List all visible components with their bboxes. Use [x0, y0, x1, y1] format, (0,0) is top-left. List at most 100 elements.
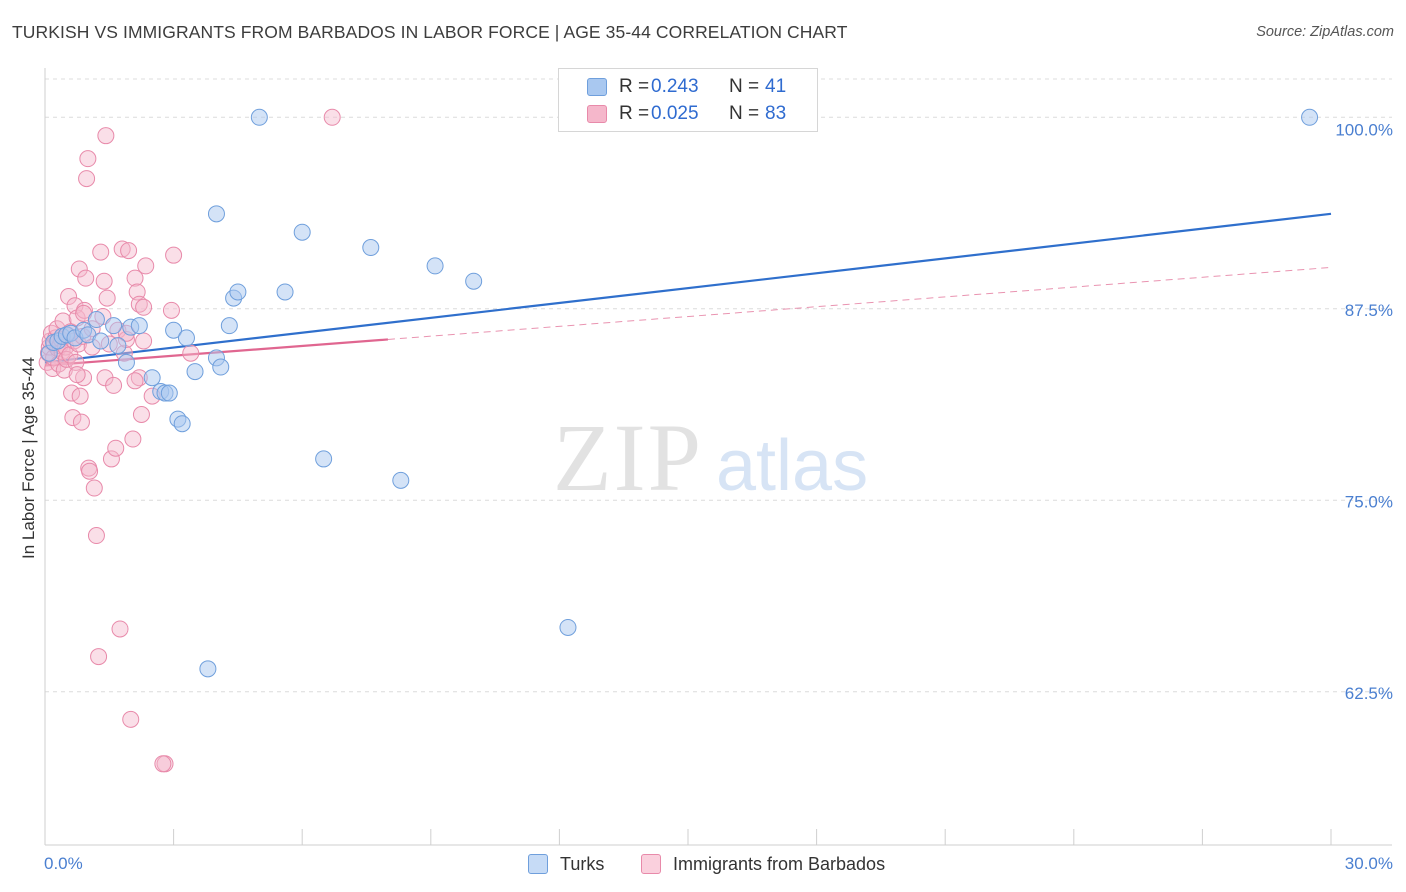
barbados-point: [132, 406, 150, 424]
axes: [44, 68, 1392, 846]
barbados-point: [165, 246, 183, 264]
barbados-legend-label: Immigrants from Barbados: [673, 853, 886, 874]
barbados-point: [97, 127, 115, 145]
barbados-point: [71, 387, 89, 405]
barbados-point: [60, 288, 78, 306]
turks-legend-label: Turks: [560, 853, 605, 874]
turks-point: [199, 660, 217, 678]
barbados-point: [67, 353, 85, 371]
y-tick-label: 87.5%: [1345, 301, 1393, 320]
legend-item-barbados[interactable]: Immigrants from Barbados: [641, 852, 885, 876]
turks-point: [426, 257, 444, 275]
y-tick-label: 100.0%: [1335, 120, 1393, 139]
barbados-point: [135, 298, 153, 316]
chart-title: TURKISH VS IMMIGRANTS FROM BARBADOS IN L…: [12, 22, 848, 42]
turks-point: [87, 311, 105, 329]
turks-point: [177, 329, 195, 347]
turks-point: [117, 353, 135, 371]
barbados-point: [162, 301, 180, 319]
turks-point: [229, 283, 247, 301]
barbados-point: [79, 150, 97, 168]
barbados-point: [105, 376, 123, 394]
barbados-point: [126, 372, 144, 390]
barbados-point: [113, 240, 131, 258]
barbados-point: [126, 269, 144, 287]
turks-points: [40, 108, 1319, 678]
turks-point: [92, 332, 110, 350]
n-label: N =: [729, 76, 760, 97]
turks-point: [465, 272, 483, 290]
turks-point: [220, 317, 238, 335]
r-label: R =: [619, 76, 650, 97]
barbados-point: [95, 272, 113, 290]
turks-point: [105, 317, 123, 335]
turks-point: [130, 317, 148, 335]
barbados-point: [182, 344, 200, 362]
barbados-point: [78, 170, 96, 188]
barbados-point: [98, 289, 116, 307]
stats-legend: R = 0.243 N = 41 R = 0.025 N = 83: [558, 68, 818, 132]
turks-trend-line: [44, 212, 1332, 364]
barbados-point: [154, 755, 172, 773]
barbados-points: [38, 108, 341, 773]
barbados-point: [70, 260, 88, 278]
legend-row-barbados: R = 0.025 N = 83: [587, 102, 786, 126]
barbados-point: [85, 479, 103, 497]
y-tick-label: 62.5%: [1345, 684, 1393, 703]
series-legend: Turks Immigrants from Barbados: [0, 852, 1406, 876]
turks-point: [276, 283, 294, 301]
r-value-barbados: 0.025: [651, 103, 699, 124]
barbados-point: [120, 242, 138, 260]
watermark-atlas: atlas: [716, 426, 868, 506]
barbados-point: [137, 257, 155, 275]
turks-point: [559, 618, 577, 636]
barbados-point: [68, 366, 86, 384]
turks-point: [165, 321, 183, 339]
barbados-trend-extension: [387, 266, 1332, 340]
watermark-zip: ZIP: [553, 404, 703, 511]
r-label: R =: [619, 103, 650, 124]
turks-point: [143, 369, 161, 387]
barbados-point: [102, 450, 120, 468]
barbados-point: [323, 108, 341, 126]
legend-item-turks[interactable]: Turks: [528, 852, 604, 876]
turks-point: [362, 239, 380, 257]
barbados-point: [64, 409, 82, 427]
n-value-turks: 41: [765, 76, 787, 97]
turks-point: [392, 471, 410, 489]
turks-point: [160, 384, 178, 402]
n-label: N =: [729, 103, 760, 124]
turks-point: [173, 415, 191, 433]
turks-swatch: [587, 78, 607, 96]
legend-row-turks: R = 0.243 N = 41: [587, 75, 786, 99]
turks-point: [109, 337, 127, 355]
barbados-point: [92, 243, 110, 261]
tick-labels: 62.5% 75.0% 87.5% 100.0% 0.0% 30.0%: [44, 120, 1393, 873]
turks-point: [1301, 108, 1319, 126]
x-tick-label-max: 30.0%: [1345, 854, 1393, 873]
turks-point: [186, 363, 204, 381]
r-value-turks: 0.243: [651, 76, 699, 97]
source-label: Source: ZipAtlas.com: [1256, 24, 1394, 40]
turks-point: [207, 205, 225, 223]
barbados-point: [111, 620, 129, 638]
barbados-point: [122, 710, 140, 728]
turks-point: [315, 450, 333, 468]
barbados-point: [57, 350, 75, 368]
barbados-point: [90, 648, 108, 666]
barbados-point: [87, 527, 105, 545]
turks-point: [293, 223, 311, 241]
n-value-barbados: 83: [765, 103, 787, 124]
turks-legend-swatch: [528, 854, 548, 874]
y-axis-label: In Labor Force | Age 35-44: [19, 357, 38, 559]
barbados-swatch: [587, 105, 607, 123]
x-tick-label-min: 0.0%: [44, 854, 83, 873]
barbados-point: [81, 462, 99, 480]
barbados-point: [72, 413, 90, 431]
barbados-legend-swatch: [641, 854, 661, 874]
turks-point: [212, 358, 230, 376]
barbados-point: [135, 332, 153, 350]
watermark: ZIP atlas: [553, 404, 868, 511]
turks-point: [250, 108, 268, 126]
